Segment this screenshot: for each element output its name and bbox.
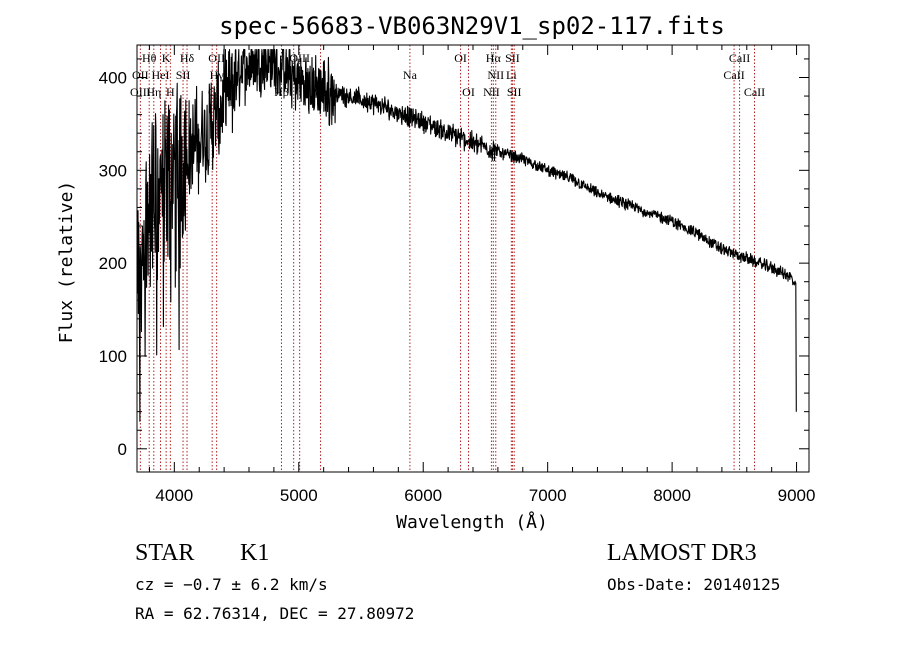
coordinates-info: RA = 62.76314, DEC = 27.80972 bbox=[135, 604, 414, 623]
spectral-line-label: Hθ bbox=[142, 51, 157, 65]
spectral-line-label: CaII bbox=[729, 51, 750, 65]
x-tick-label: 7000 bbox=[529, 486, 567, 505]
y-tick-label: 300 bbox=[99, 161, 127, 180]
spectrum-layer bbox=[137, 49, 797, 422]
x-axis-ticks: 4000 5000 6000 7000 8000 9000 bbox=[148, 45, 816, 505]
spectral-line-label: Hα bbox=[486, 51, 502, 65]
spectral-line-label: SII bbox=[176, 68, 191, 82]
x-tick-label: 6000 bbox=[404, 486, 442, 505]
object-class: STAR bbox=[135, 540, 194, 566]
spectral-line-label: NII bbox=[487, 68, 504, 82]
spectrum-line bbox=[137, 49, 797, 422]
spectral-line-label: Na bbox=[403, 68, 418, 82]
x-tick-label: 9000 bbox=[778, 486, 816, 505]
x-tick-label: 8000 bbox=[653, 486, 691, 505]
y-tick-label: 200 bbox=[99, 254, 127, 273]
spectral-line-label: NII bbox=[483, 85, 500, 99]
spectral-line-label: OI bbox=[454, 51, 467, 65]
spectral-line-label: H bbox=[166, 85, 175, 99]
spectral-line-label: OIII bbox=[130, 85, 151, 99]
spectral-line-label: OI bbox=[462, 85, 475, 99]
observation-date: Obs-Date: 20140125 bbox=[607, 575, 780, 594]
spectral-line-label: SII bbox=[507, 85, 522, 99]
y-tick-label: 100 bbox=[99, 347, 127, 366]
survey-name: LAMOST DR3 bbox=[607, 540, 757, 566]
spectral-line-label: OII bbox=[132, 68, 149, 82]
spectral-line-label: SII bbox=[505, 51, 520, 65]
spectral-line-label: OII bbox=[208, 51, 225, 65]
y-axis-label: Flux (relative) bbox=[56, 181, 77, 344]
y-tick-label: 400 bbox=[99, 68, 127, 87]
y-tick-label: 0 bbox=[118, 440, 127, 459]
redshift-info: cz = −0.7 ± 6.2 km/s bbox=[135, 575, 328, 594]
chart-title: spec-56683-VB063N29V1_sp02-117.fits bbox=[219, 12, 725, 40]
spectral-line-label: HeI bbox=[152, 68, 170, 82]
object-subclass: K1 bbox=[240, 540, 269, 566]
spectral-line-label: K bbox=[162, 51, 171, 65]
x-tick-label: 4000 bbox=[155, 486, 193, 505]
spectral-line-label: Hδ bbox=[180, 51, 195, 65]
plot-frame bbox=[136, 44, 810, 473]
spectral-line-label: CaII bbox=[744, 85, 765, 99]
y-axis-ticks: 0 100 200 300 400 bbox=[99, 58, 809, 459]
spectral-line-label: Li bbox=[506, 68, 517, 82]
spectral-line-label: CaII bbox=[723, 68, 744, 82]
spectral-line-label: Hη bbox=[146, 85, 161, 99]
x-axis-label: Wavelength (Å) bbox=[396, 511, 548, 533]
x-tick-label: 5000 bbox=[280, 486, 318, 505]
spectral-line-label: G bbox=[208, 85, 217, 99]
